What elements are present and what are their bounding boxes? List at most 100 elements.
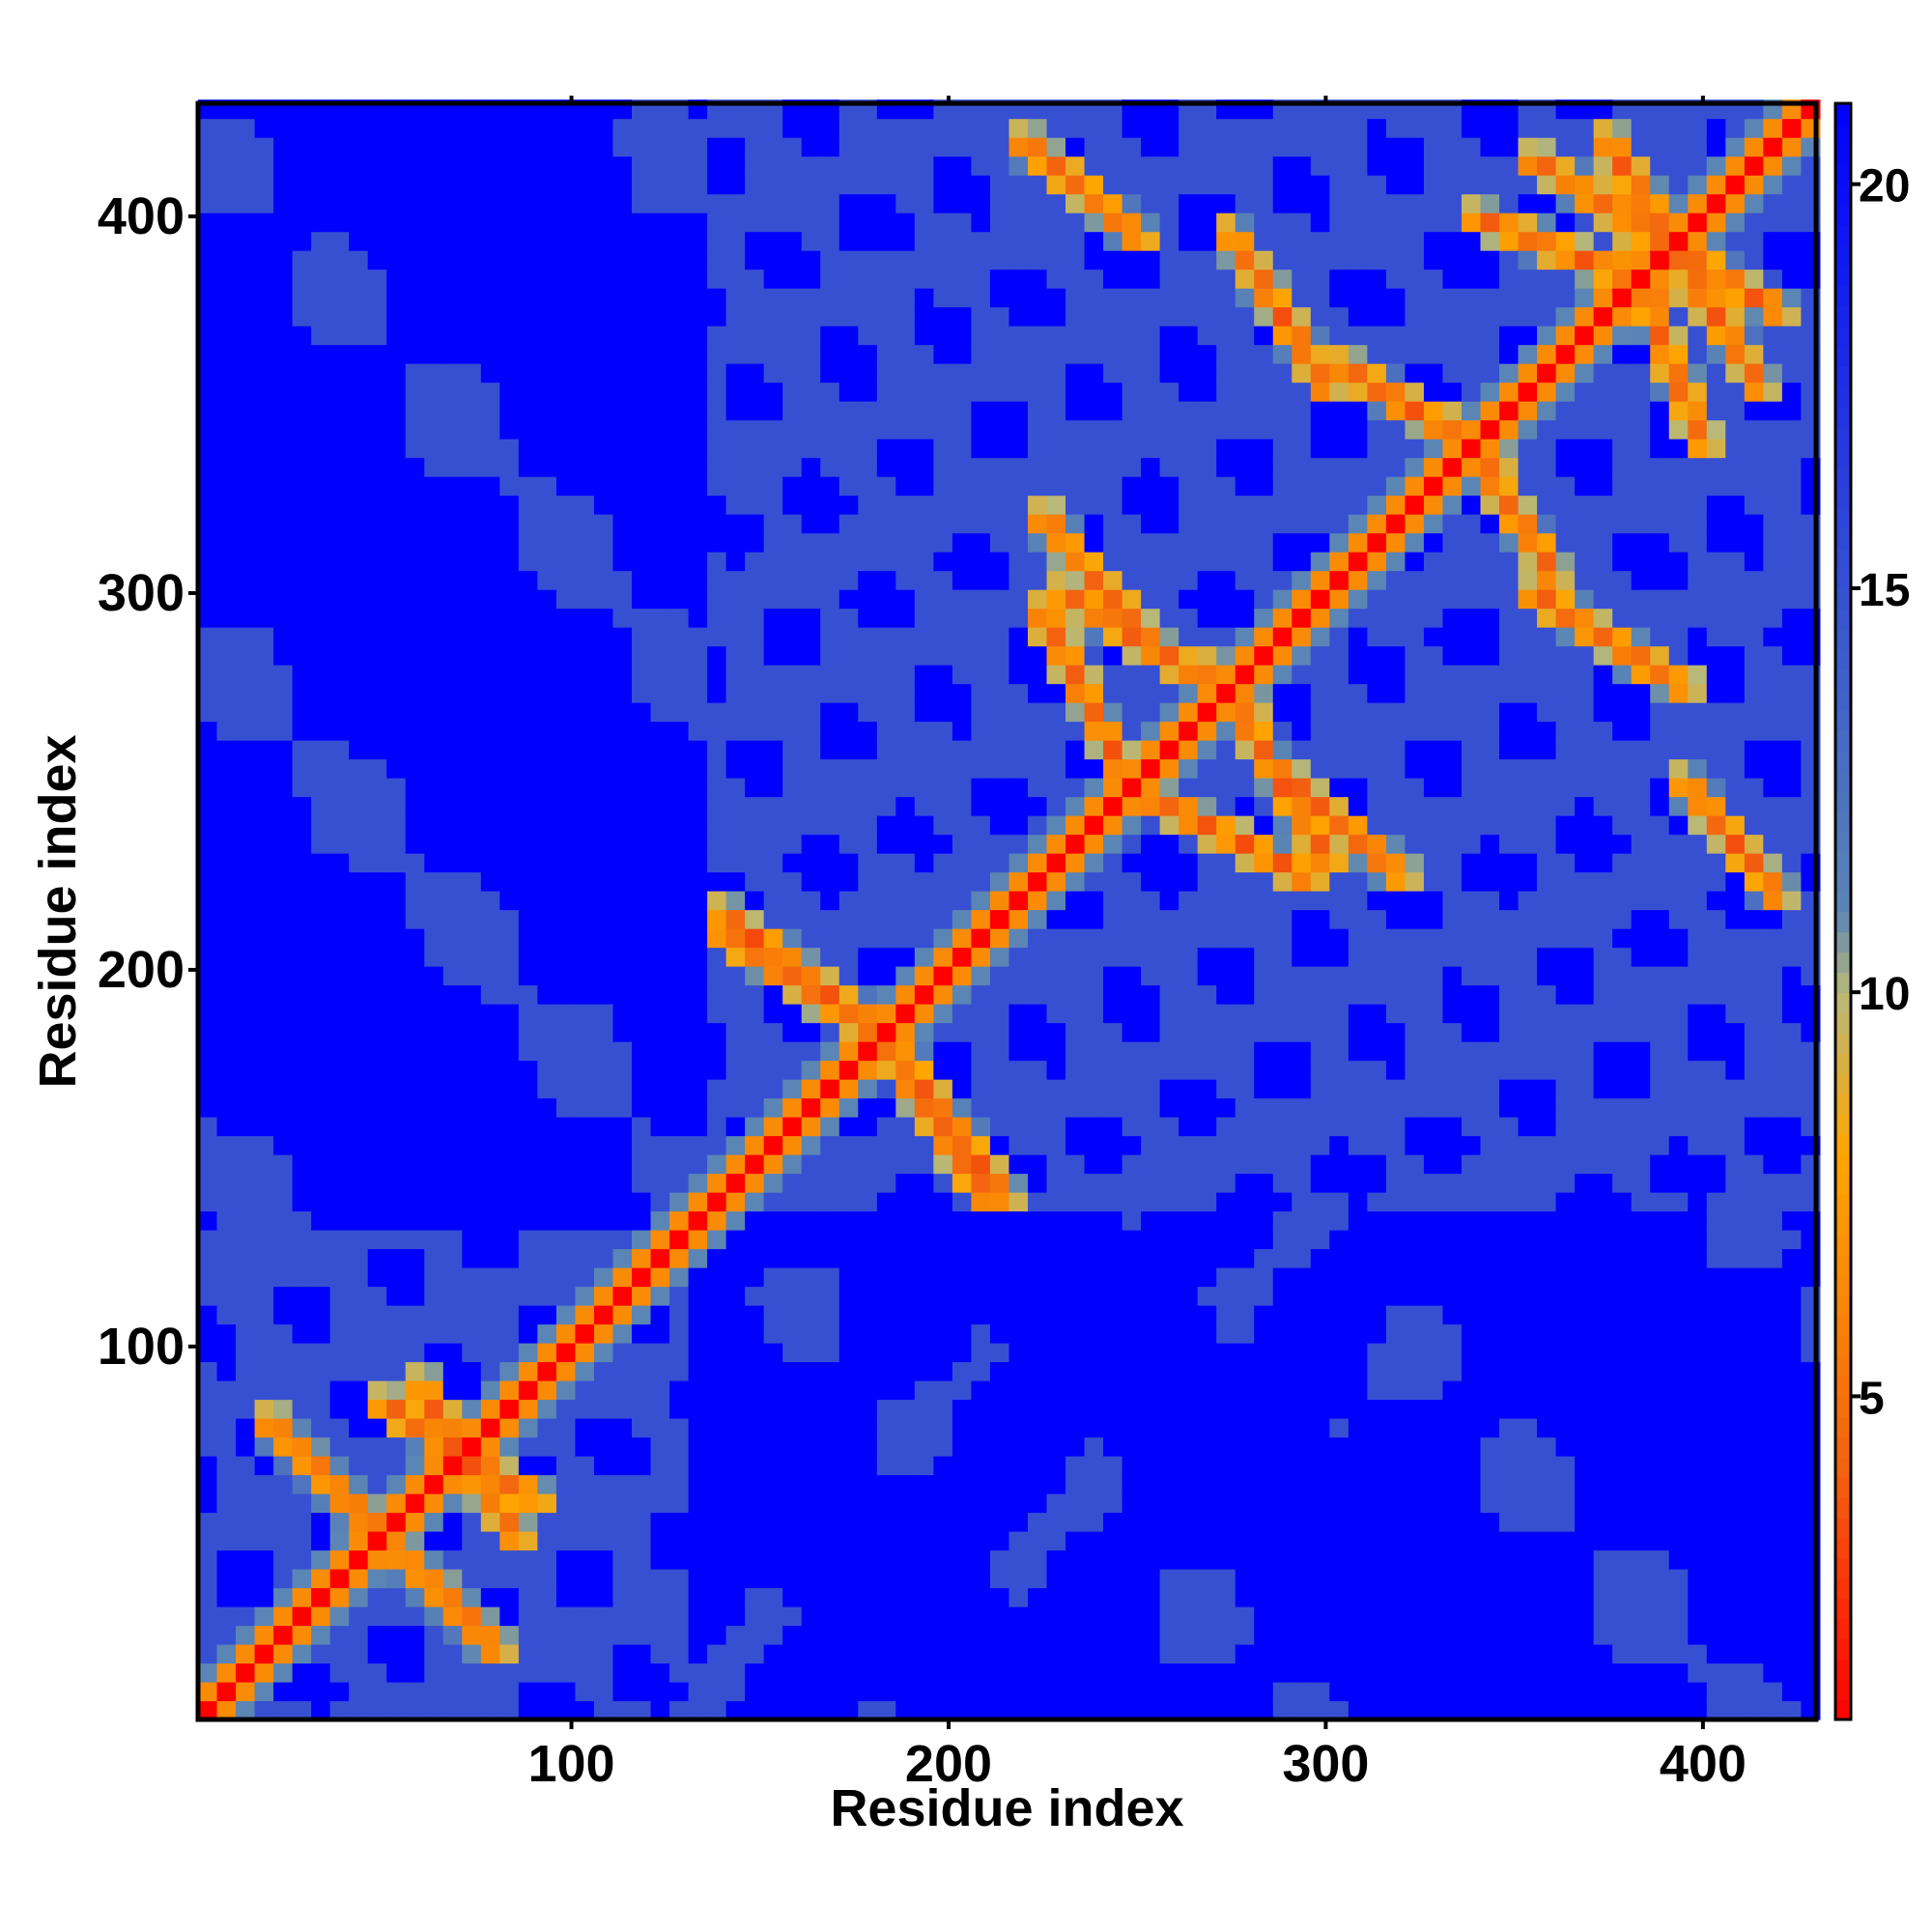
heatmap-cell [1065, 419, 1086, 440]
heatmap-cell [876, 796, 896, 816]
heatmap-cell [971, 1549, 991, 1570]
heatmap-cell [801, 1041, 821, 1062]
heatmap-cell [1065, 1606, 1086, 1627]
heatmap-cell [632, 175, 652, 195]
heatmap-cell [989, 363, 1010, 384]
heatmap-cell [405, 966, 425, 986]
heatmap-cell [555, 1644, 577, 1664]
heatmap-cell [292, 702, 312, 723]
heatmap-cell [858, 778, 878, 798]
heatmap-cell [442, 1323, 463, 1344]
heatmap-cell [1141, 645, 1161, 666]
heatmap-cell [612, 1041, 633, 1062]
heatmap-cell [236, 1549, 256, 1570]
heatmap-cell [273, 702, 294, 723]
heatmap-cell [198, 514, 218, 534]
heatmap-cell [198, 363, 218, 384]
heatmap-cell [1046, 1662, 1066, 1683]
heatmap-cell [1046, 1022, 1066, 1042]
heatmap-cell [1216, 118, 1236, 138]
heatmap-cell [1027, 1662, 1048, 1683]
heatmap-cell [1065, 269, 1086, 289]
heatmap-cell [914, 683, 934, 703]
heatmap-cell [236, 1436, 256, 1457]
heatmap-cell [236, 1361, 256, 1381]
heatmap-cell [1159, 1117, 1179, 1137]
heatmap-cell [688, 118, 708, 138]
heatmap-cell [1141, 1606, 1161, 1627]
heatmap-cell [876, 608, 896, 628]
heatmap-cell [1235, 702, 1255, 723]
heatmap-cell [424, 1625, 444, 1645]
heatmap-cell [499, 1662, 520, 1683]
heatmap-cell [1009, 891, 1029, 911]
heatmap-cell [876, 1135, 896, 1155]
heatmap-cell [707, 740, 727, 760]
heatmap-cell [405, 250, 425, 270]
heatmap-cell [650, 1606, 670, 1627]
heatmap-cell [632, 1549, 652, 1570]
heatmap-cell [254, 1587, 274, 1607]
heatmap-cell [650, 552, 670, 572]
heatmap-cells [198, 99, 1821, 1720]
heatmap-cell [989, 891, 1010, 911]
heatmap-cell [537, 1248, 557, 1268]
heatmap-cell [198, 834, 218, 854]
heatmap-cell [1122, 740, 1142, 760]
heatmap-cell [349, 1531, 369, 1551]
heatmap-cell [1216, 1022, 1236, 1042]
heatmap-cell [914, 1173, 934, 1193]
heatmap-cell [1009, 457, 1029, 477]
heatmap-cell [1159, 683, 1179, 703]
heatmap-cell [707, 419, 727, 440]
heatmap-cell [575, 552, 595, 572]
heatmap-cell [1216, 834, 1236, 854]
heatmap-cell [537, 344, 557, 364]
heatmap-cell [650, 1418, 670, 1438]
heatmap-cell [1179, 288, 1199, 308]
heatmap-cell [1159, 1305, 1179, 1325]
heatmap-cell [895, 250, 916, 270]
heatmap-cell [518, 1117, 538, 1137]
heatmap-cell [1027, 1343, 1048, 1363]
heatmap-cell [632, 966, 652, 986]
heatmap-cell [480, 1154, 500, 1175]
heatmap-cell [292, 514, 312, 534]
heatmap-cell [405, 1512, 425, 1532]
heatmap-cell [1235, 1173, 1255, 1193]
heatmap-cell [1065, 552, 1086, 572]
heatmap-cell [1065, 213, 1086, 233]
heatmap-cell [952, 1117, 973, 1137]
heatmap-cell [782, 627, 803, 647]
heatmap-cell [1103, 645, 1123, 666]
heatmap-cell [367, 721, 387, 741]
heatmap-cell [405, 947, 425, 967]
heatmap-cell [1235, 1305, 1255, 1325]
heatmap-cell [405, 1682, 425, 1702]
heatmap-cell [725, 1041, 746, 1062]
heatmap-cell [933, 1323, 953, 1344]
heatmap-cell [707, 382, 727, 402]
heatmap-cell [612, 1154, 633, 1175]
heatmap-cell [555, 608, 577, 628]
heatmap-cell [518, 457, 538, 477]
heatmap-cell [1216, 627, 1236, 647]
heatmap-cell [329, 175, 350, 195]
heatmap-cell [386, 1644, 407, 1664]
heatmap-cell [1292, 1531, 1312, 1551]
heatmap-cell [820, 1343, 840, 1363]
heatmap-cell [1235, 457, 1255, 477]
heatmap-cell [329, 966, 350, 986]
heatmap-cell [462, 645, 482, 666]
heatmap-cell [593, 984, 614, 1005]
heatmap-cell [311, 665, 331, 685]
heatmap-cell [782, 1512, 803, 1532]
heatmap-cell [1103, 306, 1123, 327]
heatmap-cell [1216, 1549, 1236, 1570]
heatmap-cell [555, 1587, 577, 1607]
heatmap-cell [669, 476, 690, 497]
heatmap-cell [329, 1662, 350, 1683]
heatmap-cell [1084, 1700, 1104, 1720]
heatmap-cell [1122, 363, 1142, 384]
heatmap-cell [236, 778, 256, 798]
